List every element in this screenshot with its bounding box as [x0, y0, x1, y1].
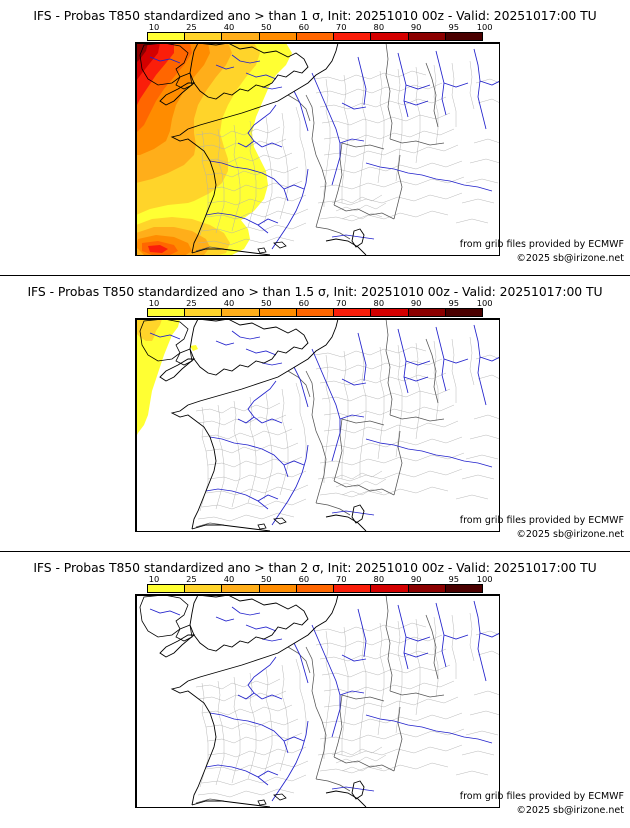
- colorbar-tick-50: 50: [260, 22, 272, 32]
- colorbar-tick-90: 90: [410, 22, 422, 32]
- colorbar-tick-90: 90: [410, 298, 422, 308]
- panel-title: IFS - Probas T850 standardized ano > tha…: [27, 284, 603, 299]
- colorbar-ticks: 10 25 40 50 60 70 80 90 95 100: [147, 574, 493, 584]
- colorbar-tick-100: 100: [476, 298, 493, 308]
- prob-iberia-70: [148, 245, 168, 253]
- colorbar-swatch-25-40: [185, 585, 223, 592]
- credit-copyright: ©2025 sb@irizone.net: [516, 529, 624, 540]
- map-panel-1-sigma: IFS - Probas T850 standardized ano > tha…: [0, 0, 630, 276]
- colorbar-tick-25: 25: [186, 22, 197, 32]
- colorbar-swatch-40-50: [222, 309, 260, 316]
- colorbar-swatch-50-60: [259, 33, 297, 40]
- colorbar-tick-10: 10: [148, 298, 160, 308]
- colorbar-swatch-40-50: [222, 585, 260, 592]
- credit-source: from grib files provided by ECMWF: [459, 791, 624, 802]
- coastlines: [139, 595, 367, 807]
- colorbar-tick-70: 70: [335, 298, 347, 308]
- colorbar-tick-60: 60: [298, 298, 310, 308]
- colorbar-tick-50: 50: [260, 574, 272, 584]
- colorbar-swatch-70-80: [334, 33, 372, 40]
- colorbar-tick-100: 100: [476, 22, 493, 32]
- colorbar-gradient: [147, 584, 483, 593]
- panel-title: IFS - Probas T850 standardized ano > tha…: [33, 560, 597, 575]
- colorbar-tick-40: 40: [223, 22, 235, 32]
- credit-source: from grib files provided by ECMWF: [459, 515, 624, 526]
- colorbar-swatch-10-25: [148, 585, 186, 592]
- colorbar-swatch-25-40: [185, 33, 223, 40]
- colorbar-gradient: [147, 32, 483, 41]
- credit-source: from grib files provided by ECMWF: [459, 239, 624, 250]
- colorbar-tick-80: 80: [373, 298, 385, 308]
- colorbar-swatch-50-60: [259, 585, 297, 592]
- admin-boundaries: [195, 319, 499, 528]
- colorbar-swatch-10-25: [148, 33, 186, 40]
- colorbar-tick-80: 80: [373, 22, 385, 32]
- colorbar-swatch-90-95: [408, 33, 446, 40]
- colorbar-tick-70: 70: [335, 574, 347, 584]
- colorbar-tick-10: 10: [148, 574, 160, 584]
- colorbar-tick-70: 70: [335, 22, 347, 32]
- colorbar-swatch-80-90: [371, 585, 409, 592]
- colorbar-swatch-40-50: [222, 33, 260, 40]
- prob-patch-10-cornwall: [190, 345, 198, 351]
- colorbar-swatch-10-25: [148, 309, 186, 316]
- colorbar-tick-95: 95: [448, 22, 460, 32]
- colorbar-swatch-80-90: [371, 33, 409, 40]
- coastlines: [139, 319, 367, 531]
- panel-title: IFS - Probas T850 standardized ano > tha…: [33, 8, 597, 23]
- colorbar-tick-60: 60: [298, 574, 310, 584]
- prob-contour-90: [136, 43, 148, 63]
- colorbar-swatch-50-60: [259, 309, 297, 316]
- colorbar-tick-95: 95: [448, 574, 460, 584]
- map-panel-1p5-sigma: IFS - Probas T850 standardized ano > tha…: [0, 276, 630, 552]
- colorbar-swatch-95-100: [445, 309, 482, 316]
- colorbar: 10 25 40 50 60 70 80 90 95 100: [147, 574, 493, 594]
- rivers: [149, 324, 499, 526]
- colorbar-swatch-25-40: [185, 309, 223, 316]
- colorbar-ticks: 10 25 40 50 60 70 80 90 95 100: [147, 22, 493, 32]
- map-canvas[interactable]: [135, 42, 500, 256]
- credit-copyright: ©2025 sb@irizone.net: [516, 805, 624, 816]
- colorbar-tick-95: 95: [448, 298, 460, 308]
- colorbar-tick-50: 50: [260, 298, 272, 308]
- colorbar-tick-90: 90: [410, 574, 422, 584]
- colorbar-swatch-80-90: [371, 309, 409, 316]
- colorbar-tick-25: 25: [186, 574, 197, 584]
- colorbar-swatch-60-70: [296, 585, 335, 592]
- colorbar-tick-40: 40: [223, 574, 235, 584]
- colorbar-tick-25: 25: [186, 298, 197, 308]
- colorbar-tick-40: 40: [223, 298, 235, 308]
- colorbar-ticks: 10 25 40 50 60 70 80 90 95 100: [147, 298, 493, 308]
- colorbar-tick-80: 80: [373, 574, 385, 584]
- admin-boundaries: [195, 595, 499, 804]
- colorbar-swatch-60-70: [296, 33, 335, 40]
- colorbar-tick-100: 100: [476, 574, 493, 584]
- colorbar: 10 25 40 50 60 70 80 90 95 100: [147, 22, 493, 42]
- colorbar-tick-60: 60: [298, 22, 310, 32]
- panel-divider: [0, 551, 630, 552]
- colorbar-swatch-60-70: [296, 309, 335, 316]
- colorbar-swatch-90-95: [408, 309, 446, 316]
- map-canvas[interactable]: [135, 318, 500, 532]
- colorbar-gradient: [147, 308, 483, 317]
- prob-contour-10: [136, 319, 180, 437]
- colorbar-swatch-95-100: [445, 585, 482, 592]
- credit-copyright: ©2025 sb@irizone.net: [516, 253, 624, 264]
- colorbar: 10 25 40 50 60 70 80 90 95 100: [147, 298, 493, 318]
- colorbar-tick-10: 10: [148, 22, 160, 32]
- colorbar-swatch-70-80: [334, 585, 372, 592]
- colorbar-swatch-95-100: [445, 33, 482, 40]
- panel-divider: [0, 275, 630, 276]
- colorbar-swatch-90-95: [408, 585, 446, 592]
- map-panel-2-sigma: IFS - Probas T850 standardized ano > tha…: [0, 552, 630, 828]
- rivers: [149, 600, 499, 802]
- colorbar-swatch-70-80: [334, 309, 372, 316]
- map-canvas[interactable]: [135, 594, 500, 808]
